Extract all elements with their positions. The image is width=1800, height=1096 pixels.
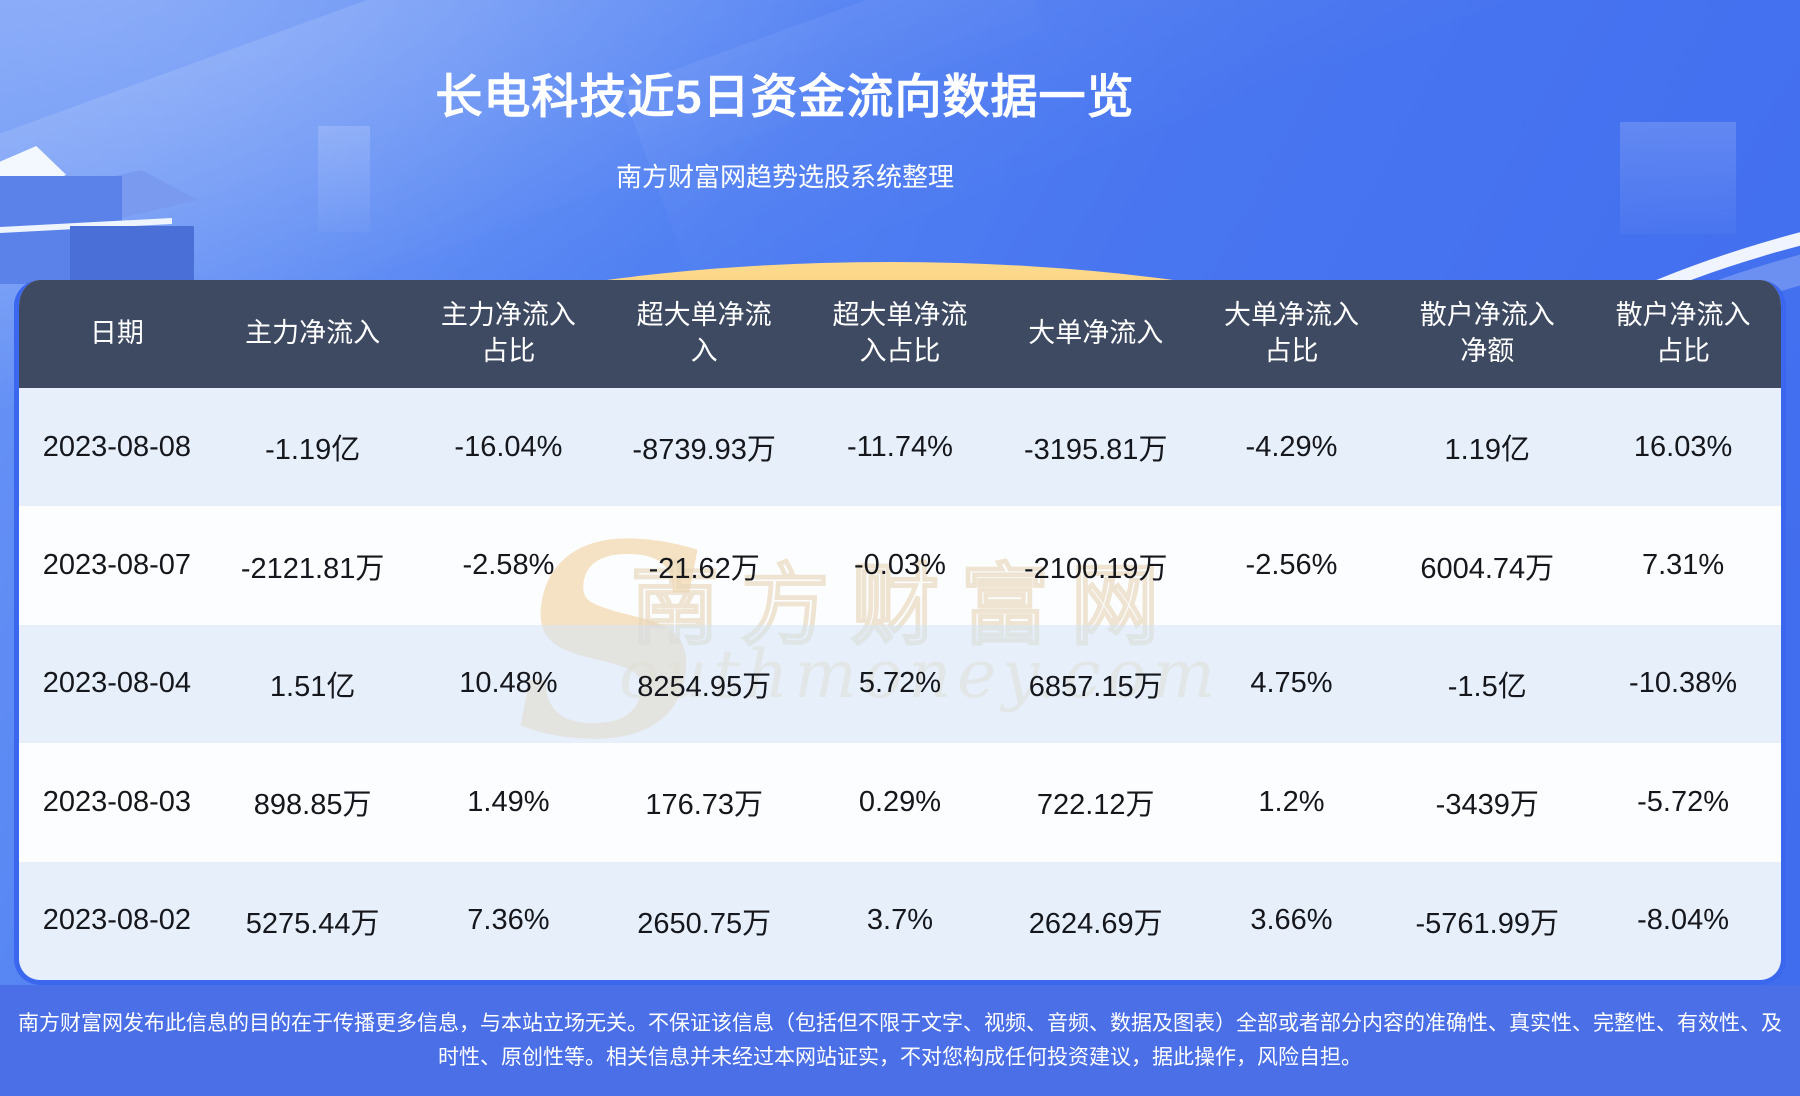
- value-cell: 898.85万: [253, 789, 372, 822]
- value-cell: -5.72%: [1637, 785, 1729, 818]
- column-header-main-net-inflow-ratio: 主力净流入占比: [410, 280, 607, 388]
- table-row: 2023-08-07 -2121.81万 -2.58% -21.62万 -0.03% -2…: [19, 506, 1781, 624]
- value-cell: 2624.69万: [997, 861, 1194, 980]
- column-header-date: 日期: [19, 280, 215, 388]
- date-cell: 2023-08-07: [42, 549, 192, 582]
- value-cell: -0.03%: [854, 549, 946, 582]
- glass-panel-decoration: [1620, 122, 1736, 234]
- value-cell: 5.72%: [802, 624, 998, 744]
- value-cell: -1.19亿: [214, 388, 411, 507]
- date-cell: 2023-08-08: [19, 388, 215, 507]
- value-cell: -8739.93万: [606, 388, 803, 507]
- table-row: 2023-08-04 1.51亿 10.48% 8254.95万 5.72% 6857.1…: [19, 624, 1781, 744]
- header: 长电科技近5日资金流向数据一览 南方财富网趋势选股系统整理: [0, 0, 1570, 194]
- value-cell: 1.49%: [467, 785, 550, 818]
- value-cell: 6004.74万: [1420, 552, 1555, 585]
- column-header-retail-net-inflow: 散户净流入净额: [1389, 280, 1586, 388]
- value-cell: 722.12万: [1036, 789, 1155, 822]
- value-cell: 8254.95万: [606, 624, 803, 744]
- value-cell: 7.31%: [1641, 549, 1725, 582]
- value-cell: -2121.81万: [240, 552, 385, 585]
- value-cell: -5761.99万: [1389, 861, 1586, 980]
- value-cell: -11.74%: [802, 388, 998, 507]
- value-cell: 2650.75万: [606, 861, 803, 980]
- page-subtitle: 南方财富网趋势选股系统整理: [615, 162, 954, 192]
- table-body: 2023-08-08 -1.19亿 -16.04% -8739.93万 -11.74% -…: [19, 388, 1781, 980]
- value-cell: -8.04%: [1585, 861, 1781, 980]
- value-cell: -3439万: [1435, 789, 1539, 822]
- date-cell: 2023-08-04: [19, 624, 215, 744]
- glass-panel-decoration: [318, 126, 370, 232]
- column-header-retail-net-inflow-ratio: 散户净流入占比: [1585, 280, 1781, 388]
- column-header-main-net-inflow: 主力净流入: [214, 280, 411, 388]
- value-cell: 16.03%: [1585, 388, 1781, 507]
- fund-flow-table: 日期 主力净流入 主力净流入占比 超大单净流入 超大单净流入占比 大单净流入 大…: [19, 280, 1781, 980]
- isometric-building-decoration: [70, 226, 194, 284]
- column-header-large-order-net-inflow: 大单净流入: [997, 280, 1194, 388]
- value-cell: 176.73万: [645, 789, 764, 822]
- footer-bar: 南方财富网发布此信息的目的在于传播更多信息，与本站立场无关。不保证该信息（包括但…: [0, 985, 1800, 1096]
- value-cell: -2100.19万: [1023, 552, 1168, 585]
- value-cell: 10.48%: [410, 624, 607, 744]
- value-cell: 3.66%: [1193, 861, 1390, 980]
- table-row: 2023-08-08 -1.19亿 -16.04% -8739.93万 -11.74% -…: [19, 388, 1781, 507]
- value-cell: 4.75%: [1193, 624, 1390, 744]
- table-row: 2023-08-02 5275.44万 7.36% 2650.75万 3.7% 2624.…: [19, 861, 1781, 980]
- value-cell: 0.29%: [858, 785, 942, 818]
- value-cell: -2.56%: [1245, 549, 1338, 582]
- date-cell: 2023-08-02: [19, 861, 215, 980]
- value-cell: 1.2%: [1258, 785, 1325, 818]
- value-cell: -1.5亿: [1389, 624, 1586, 744]
- date-cell: 2023-08-03: [42, 785, 192, 818]
- value-cell: -4.29%: [1193, 388, 1390, 507]
- value-cell: -3195.81万: [997, 388, 1194, 507]
- column-header-large-order-net-inflow-ratio: 大单净流入占比: [1193, 280, 1390, 388]
- value-cell: 3.7%: [802, 861, 998, 980]
- disclaimer-text: 南方财富网发布此信息的目的在于传播更多信息，与本站立场无关。不保证该信息（包括但…: [18, 1011, 1782, 1069]
- value-cell: -2.58%: [462, 549, 555, 582]
- table-header: 日期 主力净流入 主力净流入占比 超大单净流入 超大单净流入占比 大单净流入 大…: [19, 280, 1781, 388]
- table-row: 2023-08-03 898.85万 1.49% 176.73万 0.29% 722.12…: [19, 743, 1781, 861]
- value-cell: 6857.15万: [997, 624, 1194, 744]
- fund-flow-table-card: S 南方财富网 outhmoney.com 日期 主力净流入 主力净流入占比 超…: [14, 280, 1786, 985]
- column-header-xl-order-net-inflow-ratio: 超大单净流入占比: [802, 280, 998, 388]
- value-cell: 1.51亿: [214, 624, 411, 744]
- value-cell: 1.19亿: [1389, 388, 1586, 507]
- table-header-row: 日期 主力净流入 主力净流入占比 超大单净流入 超大单净流入占比 大单净流入 大…: [19, 280, 1781, 388]
- value-cell: -16.04%: [410, 388, 607, 507]
- value-cell: -10.38%: [1585, 624, 1781, 744]
- column-header-xl-order-net-inflow: 超大单净流入: [606, 280, 803, 388]
- value-cell: 7.36%: [410, 861, 607, 980]
- page-title: 长电科技近5日资金流向数据一览: [435, 70, 1135, 123]
- value-cell: -21.62万: [648, 552, 760, 585]
- value-cell: 5275.44万: [214, 861, 411, 980]
